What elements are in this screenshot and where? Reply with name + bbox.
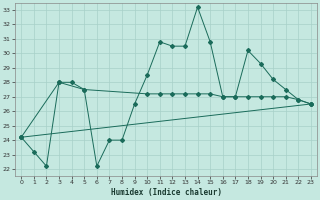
X-axis label: Humidex (Indice chaleur): Humidex (Indice chaleur) <box>111 188 221 197</box>
